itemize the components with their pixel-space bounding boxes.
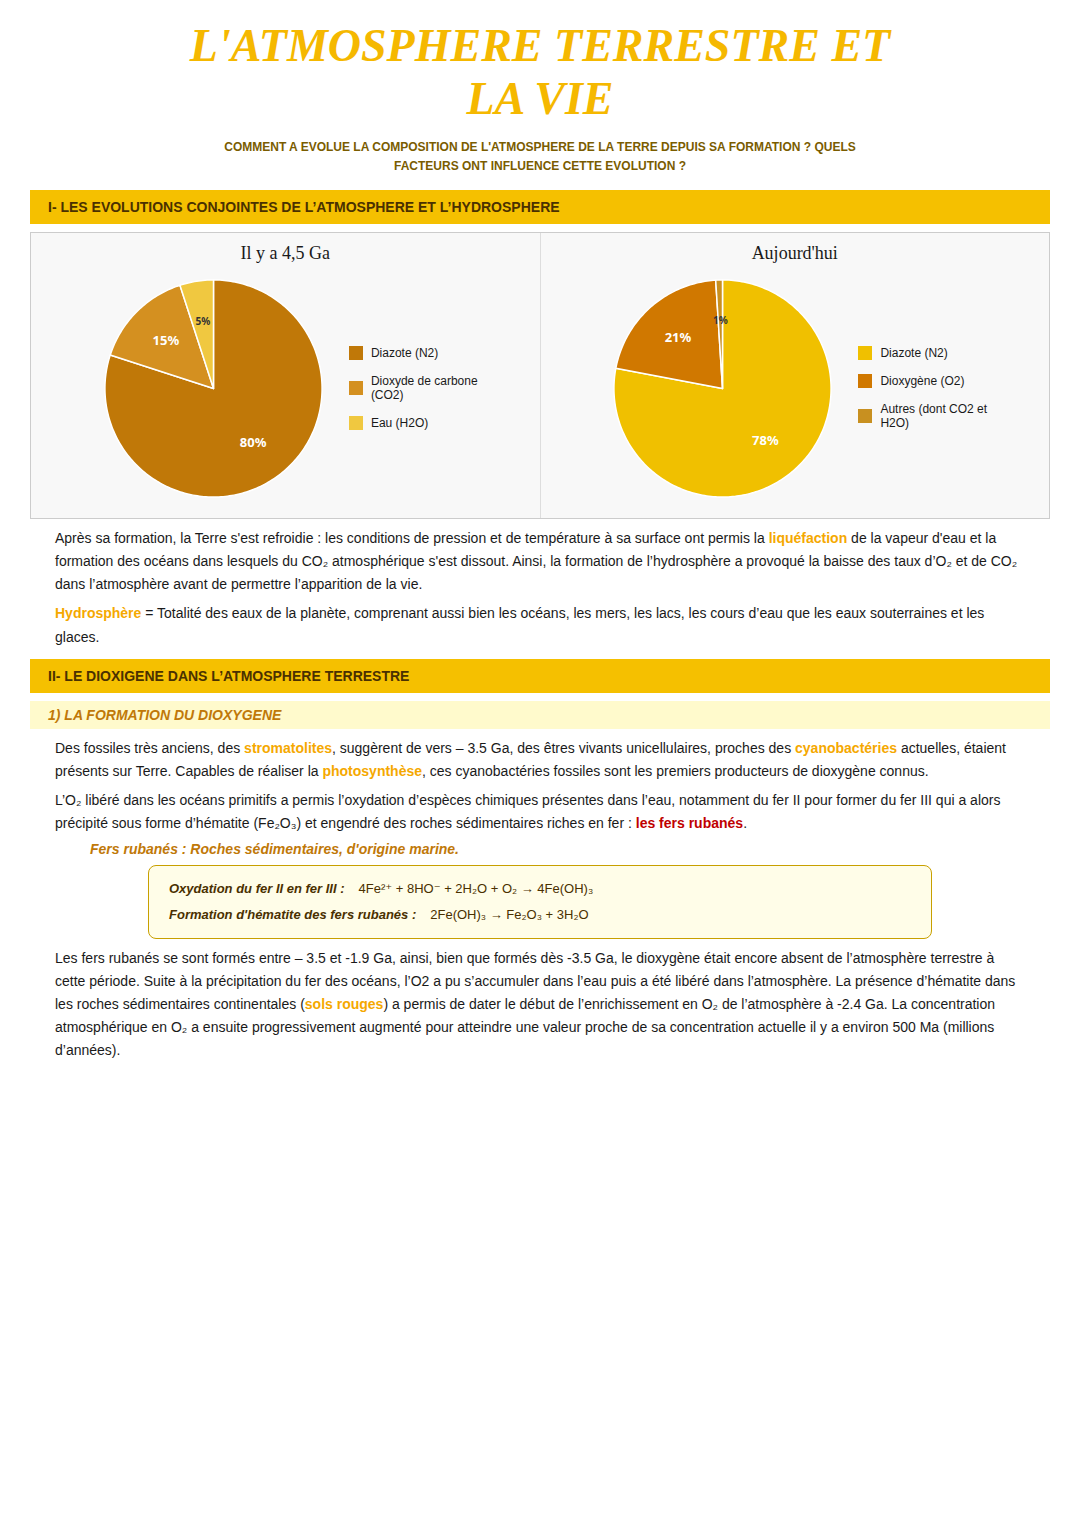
html-text:Autres (dont CO2 et H2O): Autres (dont CO2 et H2O): [880, 402, 988, 431]
html-text:COMMENT A EVOLUE LA COMPOSITIO: COMMENT A EVOLUE LA COMPOSITION DE L'ATM…: [224, 139, 856, 173]
html-text:Formation d'hématite des fers: Formation d'hématite des fers rubanés :: [169, 907, 417, 922]
svg-text:1%: 1%: [713, 314, 728, 328]
svg-text:78%: 78%: [752, 431, 779, 449]
html-text:4Fe²⁺ + 8HO⁻ + 2H₂O + O₂ → 4Fe: 4Fe²⁺ + 8HO⁻ + 2H₂O + O₂ → 4Fe(OH)₃: [358, 881, 594, 896]
html-text:Diazote (N2): Diazote (N2): [370, 346, 439, 361]
html-text:Fers rubanés : Roches sédiment: Fers rubanés : Roches sédimentaires, d'o…: [90, 841, 459, 857]
html-text:Aujourd'hui: Aujourd'hui: [751, 243, 838, 264]
html-text:Eau (H2O): Eau (H2O): [370, 416, 429, 431]
svg-text:5%: 5%: [195, 314, 210, 328]
html-text:Après sa formation, la Terre s: Après sa formation, la Terre s'est refro…: [55, 530, 1018, 593]
html-text:1) LA FORMATION DU DIOXYGENE: 1) LA FORMATION DU DIOXYGENE: [48, 706, 282, 723]
html-text:Les fers rubanés se sont formé: Les fers rubanés se sont formés entre – …: [55, 950, 1016, 1059]
html-text:Oxydation du fer II en fer III: Oxydation du fer II en fer III :: [169, 881, 345, 896]
html-text:Hydrosphère = Totalité des eau: Hydrosphère = Totalité des eaux de la pl…: [55, 605, 985, 645]
html-text:2Fe(OH)₃ → Fe₂O₃ + 3H₂O: 2Fe(OH)₃ → Fe₂O₃ + 3H₂O: [430, 907, 589, 922]
html-text:Diazote (N2): Diazote (N2): [880, 346, 948, 361]
html-text:Dioxyde de carbone (CO2): Dioxyde de carbone (CO2): [370, 374, 478, 403]
html-text:Il y a 4,5 Ga: Il y a 4,5 Ga: [240, 243, 330, 264]
svg-text:21%: 21%: [665, 328, 692, 346]
html-text:Dioxygène (O2): Dioxygène (O2): [880, 374, 965, 389]
svg-text:80%: 80%: [240, 433, 267, 451]
html-text:I- LES EVOLUTIONS CONJOINTES D: I- LES EVOLUTIONS CONJOINTES DE L’ATMOSP…: [48, 199, 560, 216]
svg-text:15%: 15%: [152, 331, 179, 349]
html-text:II- LE DIOXIGENE DANS L’ATMOSP: II- LE DIOXIGENE DANS L’ATMOSPHERE TERRE…: [48, 667, 410, 684]
html-text:L'ATMOSPHERE TERRESTRE ET LA V: L'ATMOSPHERE TERRESTRE ET LA VIE: [189, 20, 891, 124]
html-text:Des fossiles très anciens, des: Des fossiles très anciens, des stromatol…: [55, 739, 1006, 779]
html-text:L’O₂ libéré dans les océans pr: L’O₂ libéré dans les océans primitifs a …: [55, 791, 1001, 831]
